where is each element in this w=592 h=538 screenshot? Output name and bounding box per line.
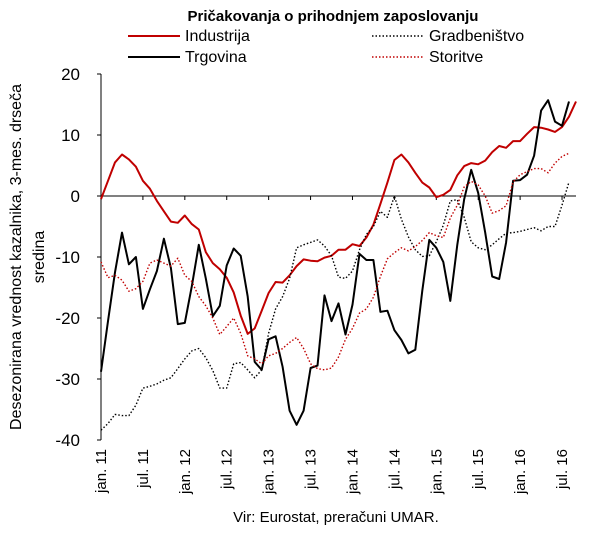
y-axis-label-line1: Desezonirana vrednost kazalnika, 3-mes. … (8, 84, 25, 430)
x-tick-label: jan. 12 (177, 449, 194, 495)
x-tick-label: jul. 11 (135, 449, 152, 489)
series-line-industrija (100, 101, 577, 335)
series-line-trgovina (100, 99, 570, 426)
y-tick-label: 20 (61, 65, 80, 84)
series-line-gradbeništvo (100, 181, 570, 431)
x-tick-label: jan. 14 (344, 449, 361, 495)
y-tick-label: 10 (61, 126, 80, 145)
legend-label-storitve: Storitve (429, 49, 483, 66)
source-note: Vir: Eurostat, preračuni UMAR. (233, 509, 439, 526)
axes (100, 74, 576, 440)
series-lines (100, 99, 577, 431)
y-ticks: 20 10 0 -10 -20 -30 -40 (55, 65, 101, 450)
x-ticks: jan. 11 jul. 11 jan. 12 jul. 12 jan. 13 jul. … (93, 196, 571, 495)
y-tick-label: -20 (55, 309, 80, 328)
x-tick-label: jul. 15 (470, 449, 487, 490)
y-tick-label: -10 (55, 248, 80, 267)
series-line-storitve (100, 152, 570, 371)
x-tick-label: jan. 16 (512, 449, 529, 495)
x-tick-label: jan. 11 (93, 449, 110, 494)
x-tick-label: jul. 12 (219, 449, 236, 490)
y-tick-label: -40 (55, 431, 80, 450)
x-tick-label: jan. 15 (428, 449, 445, 495)
legend: Industrija Trgovina Gradbeništvo Storitve (128, 28, 524, 66)
x-tick-label: jul. 13 (303, 449, 320, 490)
y-tick-label: 0 (71, 187, 80, 206)
y-axis-label-line2: sredina (31, 231, 48, 284)
y-tick-label: -30 (55, 370, 80, 389)
chart-title: Pričakovanja o prihodnjem zaposlovanju (188, 8, 479, 25)
legend-label-trgovina: Trgovina (185, 49, 247, 66)
y-axis-label: Desezonirana vrednost kazalnika, 3-mes. … (8, 84, 48, 430)
legend-label-industrija: Industrija (185, 28, 250, 45)
legend-label-gradbeništvo: Gradbeništvo (429, 28, 524, 45)
x-tick-label: jan. 13 (261, 449, 278, 495)
x-tick-label: jul. 14 (386, 449, 403, 490)
x-tick-label: jul. 16 (554, 449, 571, 490)
